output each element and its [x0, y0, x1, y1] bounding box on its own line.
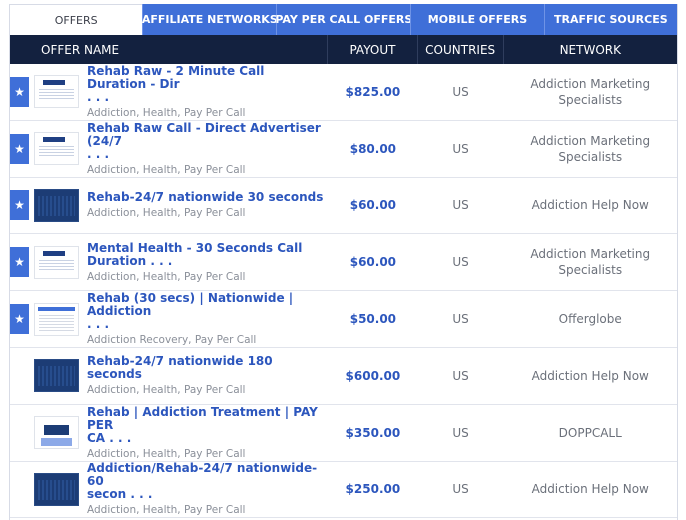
- offer-title-link[interactable]: Rehab Raw - 2 Minute Call Duration - Dir…: [87, 63, 265, 104]
- offer-tags: Addiction, Health, Pay Per Call: [87, 106, 246, 119]
- offer-text: Rehab (30 secs) | Nationwide | Addiction…: [87, 291, 325, 347]
- payout-value: $50.00: [349, 312, 397, 327]
- offer-thumbnail[interactable]: [34, 188, 79, 222]
- offer-tags: Addiction, Health, Pay Per Call: [87, 384, 246, 397]
- offer-tags: Addiction, Health, Pay Per Call: [87, 270, 246, 283]
- tab-traffic-sources[interactable]: TRAFFIC SOURCES: [543, 4, 677, 35]
- star-icon: ★: [10, 304, 29, 335]
- payout-value: $350.00: [345, 425, 401, 440]
- country-value: US: [452, 482, 469, 497]
- payout-value: $60.00: [349, 255, 397, 270]
- offers-panel: OFFERS AFFILIATE NETWORKS PAY PER CALL O…: [9, 4, 678, 520]
- offer-thumbnail[interactable]: [34, 75, 79, 109]
- offer-thumbnail[interactable]: [34, 472, 79, 506]
- offer-cell: ★ Mental Health - 30 Seconds Call Duratio…: [10, 234, 328, 290]
- offer-tags: Addiction, Health, Pay Per Call: [87, 447, 246, 460]
- featured-slot: ★: [10, 234, 32, 290]
- offer-cell: Rehab | Addiction Treatment | PAY PER CA…: [10, 405, 328, 461]
- table-row[interactable]: ★ Mental Health - 30 Seconds Call Duratio…: [10, 234, 677, 292]
- offer-cell: Addiction/Rehab-24/7 nationwide-60 secon…: [10, 462, 328, 518]
- offer-title-link[interactable]: Rehab-24/7 nationwide 30 seconds: [87, 190, 324, 205]
- country-value: US: [452, 425, 469, 440]
- star-icon: ★: [10, 247, 29, 278]
- table-row[interactable]: ★ Rehab (30 secs) | Nationwide | Addictio…: [10, 291, 677, 348]
- payout-value: $825.00: [345, 84, 401, 99]
- column-header-payout[interactable]: PAYOUT: [328, 35, 418, 64]
- tab-offers[interactable]: OFFERS: [10, 4, 143, 35]
- offer-title-link[interactable]: Rehab-24/7 nationwide 180 seconds: [87, 354, 273, 382]
- network-name[interactable]: Addiction Help Now: [531, 368, 649, 383]
- table-row[interactable]: Rehab | Addiction Treatment | PAY PER CA…: [10, 405, 677, 462]
- offer-cell: ★ Rehab (30 secs) | Nationwide | Addictio…: [10, 291, 328, 347]
- tab-affiliate-networks[interactable]: AFFILIATE NETWORKS: [142, 4, 278, 35]
- network-name[interactable]: DOPPCALL: [558, 425, 622, 440]
- table-row[interactable]: ★ Rehab Raw Call - Direct Advertiser (24/…: [10, 121, 677, 178]
- offer-text: Rehab Raw Call - Direct Advertiser (24/7…: [87, 120, 325, 176]
- offer-title-link[interactable]: Addiction/Rehab-24/7 nationwide-60 secon…: [87, 461, 318, 502]
- tab-bar: OFFERS AFFILIATE NETWORKS PAY PER CALL O…: [10, 4, 677, 35]
- offer-text: Rehab-24/7 nationwide 180 seconds Addicti…: [87, 354, 325, 397]
- table-row[interactable]: Addiction/Rehab-24/7 nationwide-60 secon…: [10, 462, 677, 519]
- offer-text: Mental Health - 30 Seconds Call Duration…: [87, 240, 303, 283]
- offer-tags: Addiction Recovery, Pay Per Call: [87, 334, 257, 347]
- payout-value: $250.00: [345, 482, 401, 497]
- tab-pay-per-call-offers[interactable]: PAY PER CALL OFFERS: [275, 4, 412, 35]
- country-value: US: [452, 84, 469, 99]
- offer-thumbnail[interactable]: [34, 302, 79, 336]
- star-icon: ★: [10, 133, 29, 164]
- country-value: US: [452, 312, 469, 327]
- table-row[interactable]: ★ Rehab-24/7 nationwide 30 seconds Addicti…: [10, 178, 677, 235]
- table-row[interactable]: Rehab-24/7 nationwide 180 seconds Addicti…: [10, 348, 677, 405]
- column-header-network[interactable]: NETWORK: [559, 42, 621, 57]
- featured-slot: ★: [10, 291, 32, 347]
- offer-cell: Rehab-24/7 nationwide 180 seconds Addicti…: [10, 348, 328, 404]
- offer-cell: ★ Rehab-24/7 nationwide 30 seconds Addicti…: [10, 178, 328, 234]
- table-header: OFFER NAME PAYOUT COUNTRIES NETWORK: [10, 35, 677, 64]
- network-name[interactable]: Addiction Marketing Specialists: [530, 247, 651, 278]
- country-value: US: [452, 255, 469, 270]
- payout-value: $60.00: [349, 198, 397, 213]
- offer-text: Rehab-24/7 nationwide 30 seconds Addictio…: [87, 190, 324, 220]
- column-header-offer-name[interactable]: OFFER NAME: [10, 35, 329, 64]
- offer-text: Rehab Raw - 2 Minute Call Duration - Dir…: [87, 63, 325, 119]
- featured-slot: [10, 405, 32, 461]
- offer-title-link[interactable]: Mental Health - 30 Seconds Call Duration…: [87, 240, 303, 268]
- offer-thumbnail[interactable]: [34, 416, 79, 450]
- offer-text: Rehab | Addiction Treatment | PAY PER CA…: [87, 404, 325, 460]
- offer-title-link[interactable]: Rehab Raw Call - Direct Advertiser (24/7…: [87, 120, 321, 161]
- payout-value: $80.00: [349, 141, 397, 156]
- network-name[interactable]: Offerglobe: [558, 312, 622, 327]
- network-name[interactable]: Addiction Marketing Specialists: [530, 133, 651, 164]
- offers-table-body: ★ Rehab Raw - 2 Minute Call Duration - Di…: [10, 64, 677, 519]
- offer-title-link[interactable]: Rehab | Addiction Treatment | PAY PER CA…: [87, 404, 318, 445]
- star-icon: ★: [10, 76, 29, 107]
- featured-slot: ★: [10, 64, 32, 120]
- offer-cell: ★ Rehab Raw Call - Direct Advertiser (24/…: [10, 121, 328, 177]
- offer-tags: Addiction, Health, Pay Per Call: [87, 504, 246, 517]
- offer-thumbnail[interactable]: [34, 359, 79, 393]
- offer-text: Addiction/Rehab-24/7 nationwide-60 secon…: [87, 461, 325, 517]
- column-header-countries[interactable]: COUNTRIES: [418, 35, 504, 64]
- offer-cell: ★ Rehab Raw - 2 Minute Call Duration - Di…: [10, 64, 328, 120]
- country-value: US: [452, 198, 469, 213]
- featured-slot: ★: [10, 121, 32, 177]
- featured-slot: [10, 462, 32, 518]
- table-row[interactable]: ★ Rehab Raw - 2 Minute Call Duration - Di…: [10, 64, 677, 121]
- network-name[interactable]: Addiction Help Now: [531, 198, 649, 213]
- featured-slot: [10, 348, 32, 404]
- network-name[interactable]: Addiction Marketing Specialists: [530, 76, 651, 107]
- star-icon: ★: [10, 190, 29, 221]
- featured-slot: ★: [10, 178, 32, 234]
- offer-thumbnail[interactable]: [34, 245, 79, 279]
- offer-thumbnail[interactable]: [34, 132, 79, 166]
- network-name[interactable]: Addiction Help Now: [531, 482, 649, 497]
- tab-mobile-offers[interactable]: MOBILE OFFERS: [410, 4, 544, 35]
- offer-title-link[interactable]: Rehab (30 secs) | Nationwide | Addiction…: [87, 291, 294, 332]
- country-value: US: [452, 368, 469, 383]
- offer-tags: Addiction, Health, Pay Per Call: [87, 207, 246, 220]
- country-value: US: [452, 141, 469, 156]
- payout-value: $600.00: [345, 368, 401, 383]
- offer-tags: Addiction, Health, Pay Per Call: [87, 163, 246, 176]
